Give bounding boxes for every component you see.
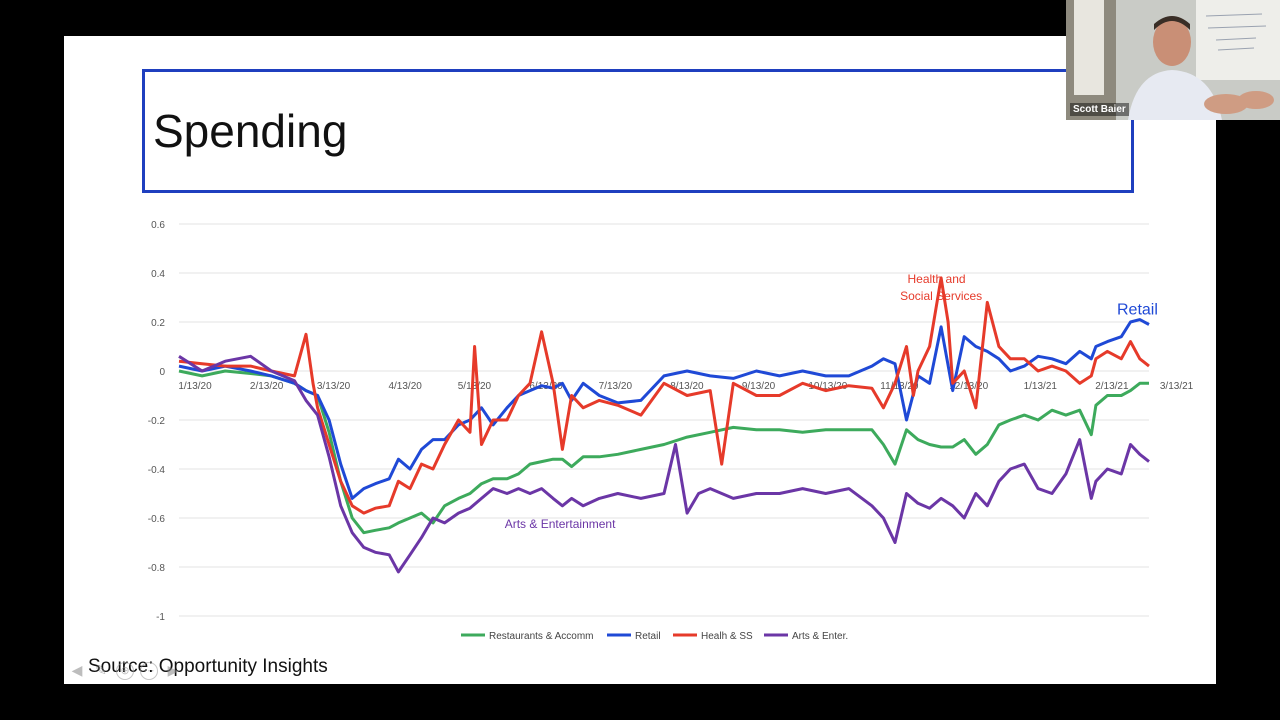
slide: Spending 0.6 0.4 0.2 0 -0.2 -0.4 -0.6 -0.8 -1 1/1… [64, 36, 1216, 684]
series-line-healh-ss [178, 276, 1150, 515]
series-line-retail [178, 318, 1150, 500]
y-tick-label: 0.2 [151, 318, 165, 329]
x-tick-label: 7/13/20 [599, 381, 633, 392]
y-tick-label: -1 [156, 612, 165, 623]
series-line-arts-enter [178, 354, 1150, 574]
y-tick-label: -0.8 [148, 563, 166, 574]
participant-video: Scott Baier [1066, 0, 1280, 120]
slide-nav-toolbar: ◀ ✎ ⊕ ⋯ ▶ [68, 660, 192, 682]
annotation-label: Health and [908, 272, 966, 286]
participant-video-frame [1066, 0, 1280, 120]
y-tick-label: 0 [159, 367, 165, 378]
title-box: Spending [142, 69, 1134, 193]
series-line-restaurants-accomm [178, 369, 1149, 535]
x-tick-label: 1/13/20 [178, 381, 212, 392]
y-tick-label: 0.6 [151, 220, 165, 231]
spending-line-chart: 0.6 0.4 0.2 0 -0.2 -0.4 -0.6 -0.8 -1 1/13/20 2/13/… [148, 220, 1194, 642]
x-tick-label: 2/13/21 [1095, 381, 1129, 392]
x-tick-label: 8/13/20 [670, 381, 704, 392]
y-tick-label: 0.4 [151, 269, 165, 280]
x-tick-label: 3/13/21 [1160, 381, 1194, 392]
y-tick-label: -0.6 [148, 514, 166, 525]
x-tick-label: 3/13/20 [317, 381, 351, 392]
x-tick-label: 10/13/20 [808, 381, 847, 392]
pen-icon[interactable]: ✎ [95, 663, 107, 679]
annotation-label: Social Services [900, 289, 982, 303]
legend-label: Retail [635, 631, 661, 642]
zoom-icon[interactable]: ⊕ [116, 662, 134, 680]
annotation-label: Retail [1117, 302, 1158, 319]
next-arrow-icon[interactable]: ▶ [167, 663, 179, 679]
x-tick-label: 1/13/21 [1024, 381, 1058, 392]
x-tick-label: 9/13/20 [742, 381, 776, 392]
previous-arrow-icon[interactable]: ◀ [71, 663, 83, 679]
x-tick-label: 4/13/20 [388, 381, 422, 392]
slide-title: Spending [153, 105, 348, 157]
annotation-label: Arts & Entertainment [505, 517, 616, 531]
legend-label: Healh & SS [701, 631, 753, 642]
options-icon[interactable]: ⋯ [140, 662, 158, 680]
participant-name-label: Scott Baier [1070, 103, 1129, 116]
y-tick-label: -0.2 [148, 416, 166, 427]
y-tick-label: -0.4 [148, 465, 166, 476]
legend-label: Arts & Enter. [792, 631, 848, 642]
x-tick-label: 5/13/20 [458, 381, 492, 392]
x-tick-label: 2/13/20 [250, 381, 284, 392]
legend-label: Restaurants & Accomm [489, 631, 593, 642]
